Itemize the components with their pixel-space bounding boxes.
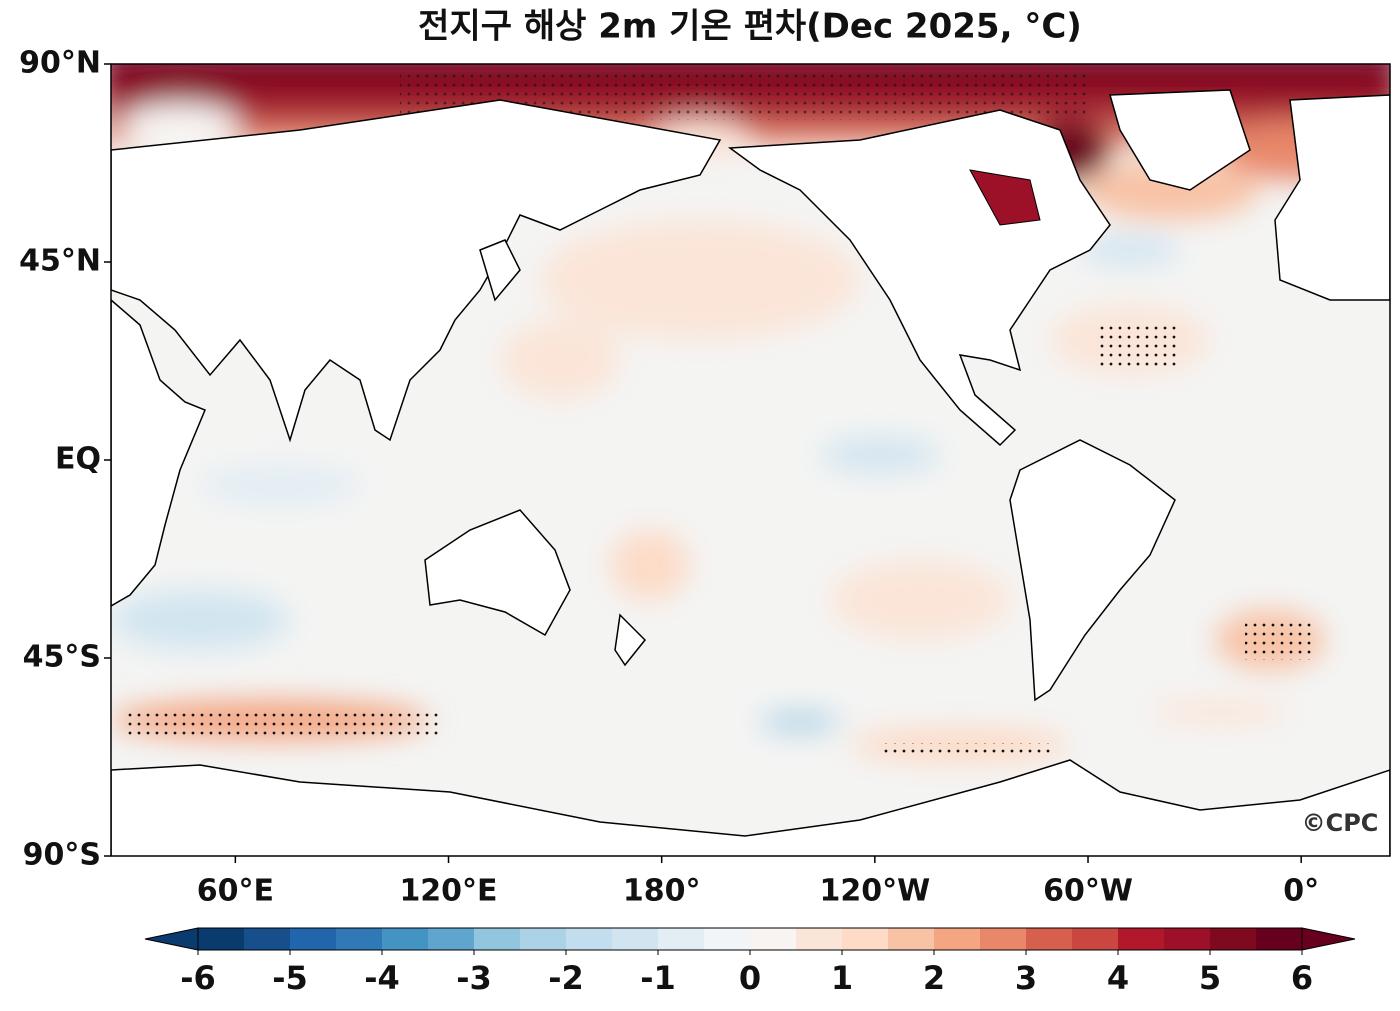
y-tick-label: EQ [55, 442, 101, 477]
colorbar-bin [336, 928, 383, 950]
colorbar-tick-label: -2 [548, 959, 584, 997]
x-tick-label: 60°W [1043, 874, 1133, 909]
credit: ©CPC [1302, 809, 1379, 837]
colorbar-bin [658, 928, 705, 950]
x-tick-label: 60°E [197, 874, 274, 909]
colorbar-tick-label: -1 [640, 959, 676, 997]
colorbar-bin [796, 928, 843, 950]
colorbar-bin [244, 928, 291, 950]
colorbar-bin [566, 928, 613, 950]
anomaly-field [111, 64, 1390, 856]
colorbar-bin [382, 928, 429, 950]
colorbar-bin [1164, 928, 1211, 950]
x-tick-label: 180° [623, 874, 701, 909]
colorbar-tick-label: -6 [180, 959, 216, 997]
colorbar-bin [1026, 928, 1073, 950]
colorbar-bin [1210, 928, 1257, 950]
colorbar-tick-label: 4 [1107, 959, 1129, 997]
x-tick-label: 120°E [399, 874, 497, 909]
colorbar-bin [474, 928, 521, 950]
colorbar-tick-label: 1 [831, 959, 853, 997]
colorbar-over [1301, 927, 1356, 951]
x-tick-label: 0° [1283, 874, 1319, 909]
colorbar-tick-label: -3 [456, 959, 492, 997]
colorbar-bin [290, 928, 337, 950]
colorbar-bin [520, 928, 567, 950]
y-tick-label: 90°N [19, 46, 101, 81]
colorbar-under [144, 927, 199, 951]
y-tick-label: 45°N [19, 244, 101, 279]
colorbar-bin [704, 928, 751, 950]
colorbar-bin [934, 928, 981, 950]
colorbar-tick-label: 5 [1199, 959, 1221, 997]
y-tick-label: 45°S [23, 640, 101, 675]
y-tick-label: 90°S [23, 838, 101, 873]
colorbar-bin [888, 928, 935, 950]
colorbar-bin [428, 928, 475, 950]
colorbar-bin [1256, 928, 1303, 950]
land [111, 89, 1390, 856]
colorbar-tick-label: -5 [272, 959, 308, 997]
map-title: 전지구 해상 2m 기온 편차(Dec 2025, °C) [418, 7, 1082, 47]
colorbar-bin [980, 928, 1027, 950]
colorbar-tick-label: 0 [739, 959, 761, 997]
colorbar-tick-label: -4 [364, 959, 400, 997]
colorbar-tick-label: 3 [1015, 959, 1037, 997]
colorbar-bin [612, 928, 659, 950]
x-tick-label: 120°W [819, 874, 930, 909]
colorbar-bin [750, 928, 797, 950]
colorbar-bin [1118, 928, 1165, 950]
colorbar-bin [198, 928, 245, 950]
colorbar-bin [1072, 928, 1119, 950]
colorbar-tick-label: 6 [1291, 959, 1313, 997]
colorbar-tick-label: 2 [923, 959, 945, 997]
colorbar-bin [842, 928, 889, 950]
